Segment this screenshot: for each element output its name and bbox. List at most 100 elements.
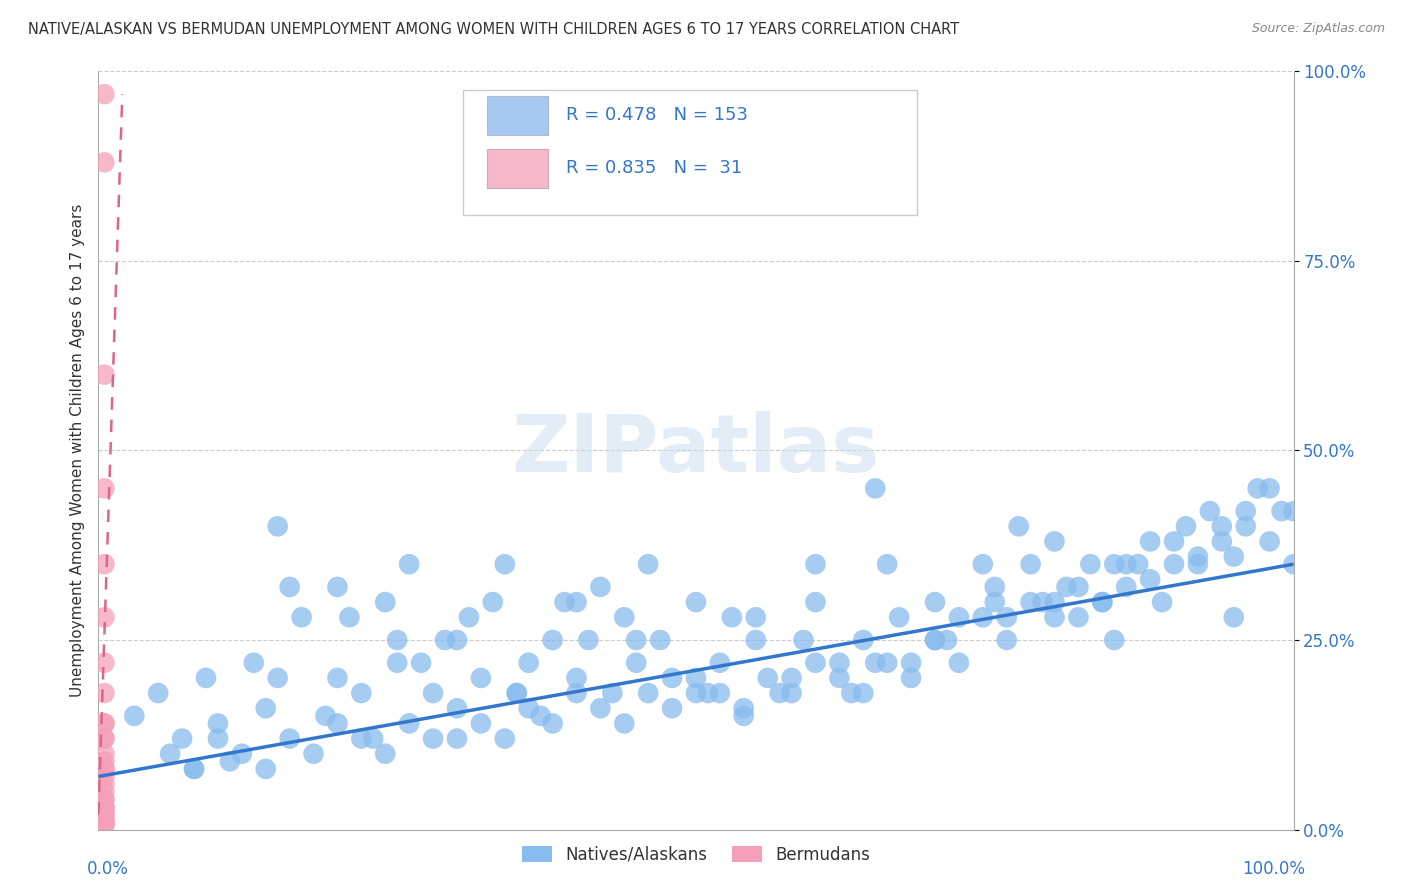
Point — [876, 557, 898, 572]
Point — [852, 633, 875, 648]
Point — [1211, 519, 1233, 533]
Point — [1043, 595, 1066, 609]
Point — [93, 800, 115, 814]
Point — [1104, 633, 1126, 648]
Point — [315, 708, 337, 723]
Point — [159, 747, 181, 761]
Point — [1067, 610, 1090, 624]
Point — [1234, 519, 1257, 533]
Point — [494, 731, 516, 746]
Point — [93, 716, 115, 731]
Point — [613, 610, 636, 624]
Point — [626, 633, 648, 648]
Point — [541, 633, 564, 648]
Point — [446, 701, 468, 715]
Point — [93, 804, 115, 818]
Y-axis label: Unemployment Among Women with Children Ages 6 to 17 years: Unemployment Among Women with Children A… — [69, 203, 84, 698]
Point — [291, 610, 314, 624]
Point — [972, 557, 994, 572]
Point — [1271, 504, 1294, 518]
Point — [93, 482, 115, 496]
Point — [93, 807, 115, 822]
Point — [148, 686, 170, 700]
Point — [172, 731, 194, 746]
Legend: Natives/Alaskans, Bermudans: Natives/Alaskans, Bermudans — [515, 839, 877, 871]
Point — [93, 610, 115, 624]
Point — [93, 368, 115, 382]
Point — [350, 686, 373, 700]
FancyBboxPatch shape — [486, 96, 548, 135]
Point — [565, 686, 588, 700]
Point — [1211, 534, 1233, 549]
Point — [1043, 534, 1066, 549]
Point — [1104, 557, 1126, 572]
Point — [756, 671, 779, 685]
Point — [1043, 610, 1066, 624]
Point — [278, 580, 301, 594]
Point — [780, 686, 803, 700]
Point — [93, 777, 115, 791]
Point — [93, 656, 115, 670]
Point — [267, 519, 290, 533]
Point — [924, 595, 946, 609]
Point — [183, 762, 205, 776]
Point — [733, 708, 755, 723]
Point — [637, 557, 659, 572]
Point — [93, 785, 115, 799]
Point — [374, 595, 396, 609]
Point — [780, 671, 803, 685]
Point — [709, 686, 731, 700]
Text: NATIVE/ALASKAN VS BERMUDAN UNEMPLOYMENT AMONG WOMEN WITH CHILDREN AGES 6 TO 17 Y: NATIVE/ALASKAN VS BERMUDAN UNEMPLOYMENT … — [28, 22, 959, 37]
Point — [1152, 595, 1174, 609]
Point — [422, 731, 444, 746]
FancyBboxPatch shape — [486, 149, 548, 187]
Point — [254, 701, 277, 715]
Point — [637, 686, 659, 700]
Point — [828, 671, 851, 685]
Point — [948, 610, 970, 624]
Point — [852, 686, 875, 700]
Text: R = 0.835   N =  31: R = 0.835 N = 31 — [565, 160, 742, 178]
Point — [745, 633, 768, 648]
Point — [93, 811, 115, 825]
Point — [589, 580, 612, 594]
Point — [697, 686, 720, 700]
Point — [183, 762, 205, 776]
FancyBboxPatch shape — [463, 90, 917, 216]
Point — [841, 686, 863, 700]
Point — [1008, 519, 1031, 533]
Point — [517, 656, 540, 670]
Point — [565, 595, 588, 609]
Point — [804, 557, 827, 572]
Point — [1282, 557, 1305, 572]
Point — [243, 656, 266, 670]
Point — [1163, 534, 1185, 549]
Point — [721, 610, 744, 624]
Point — [948, 656, 970, 670]
Point — [254, 762, 277, 776]
Point — [93, 769, 115, 784]
Point — [1032, 595, 1054, 609]
Point — [1115, 557, 1137, 572]
Point — [530, 708, 553, 723]
Point — [207, 716, 229, 731]
Point — [93, 762, 115, 776]
Point — [93, 807, 115, 822]
Point — [650, 633, 672, 648]
Point — [709, 656, 731, 670]
Text: ZIPatlas: ZIPatlas — [512, 411, 880, 490]
Point — [602, 686, 624, 700]
Point — [93, 816, 115, 830]
Point — [482, 595, 505, 609]
Point — [1258, 534, 1281, 549]
Point — [1067, 580, 1090, 594]
Point — [685, 671, 707, 685]
Point — [984, 595, 1007, 609]
Point — [398, 557, 420, 572]
Text: R = 0.478   N = 153: R = 0.478 N = 153 — [565, 106, 748, 124]
Point — [93, 800, 115, 814]
Point — [661, 701, 683, 715]
Point — [685, 686, 707, 700]
Point — [470, 716, 492, 731]
Point — [565, 671, 588, 685]
